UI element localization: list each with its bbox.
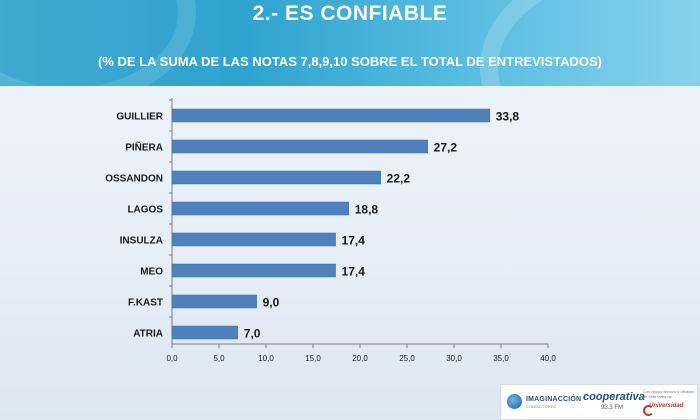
x-tick-label: 40,0 xyxy=(540,354,556,363)
page-title: 2.- ES CONFIABLE xyxy=(252,2,448,25)
x-tick-label: 30,0 xyxy=(446,354,462,363)
bar-f-kast xyxy=(171,294,257,309)
page-subtitle: (% DE LA SUMA DE LAS NOTAS 7,8,9,10 SOBR… xyxy=(98,54,602,69)
university-caption-line: Con apoyo técnico y difusión xyxy=(643,389,695,394)
value-label: 7,0 xyxy=(244,327,261,341)
university-logo-caption: Con apoyo técnico y difusión de esta tar… xyxy=(643,389,694,399)
x-tick-label: 35,0 xyxy=(493,354,509,363)
bar-meo xyxy=(171,263,336,278)
cooperativa-logo-text: cooperativa xyxy=(583,391,645,403)
bar-guillier xyxy=(171,108,490,123)
category-label: GUILLIER xyxy=(116,112,163,123)
value-label: 9,0 xyxy=(263,296,280,310)
globe-icon xyxy=(507,394,522,409)
category-label: ATRIA xyxy=(133,329,163,340)
x-tick-label: 5,0 xyxy=(213,354,225,363)
x-tick-label: 15,0 xyxy=(305,354,321,363)
swoosh-icon xyxy=(643,405,654,416)
bar-lagos xyxy=(171,201,349,216)
category-label: INSULZA xyxy=(120,236,163,247)
x-tick-label: 25,0 xyxy=(399,354,415,363)
category-label: LAGOS xyxy=(127,205,163,216)
imaginaccion-logo: IMAGINACCIÓN CONSULTORES xyxy=(507,392,582,412)
university-logo-text: Universidad xyxy=(649,403,684,409)
x-tick-label: 0,0 xyxy=(166,354,178,363)
value-label: 33,8 xyxy=(496,110,520,124)
university-caption-line: de esta tarea de xyxy=(643,394,672,399)
x-tick-label: 20,0 xyxy=(352,354,368,363)
bar-chart: GUILLIER 33,8 PIÑERA 27,2 OSSANDON 22,2 LAGOS 1… xyxy=(105,98,556,363)
cooperativa-logo: cooperativa 93.3 FM xyxy=(583,390,645,414)
imaginaccion-logo-text: IMAGINACCIÓN xyxy=(526,396,582,403)
category-label: MEO xyxy=(140,267,163,278)
value-label: 22,2 xyxy=(387,172,411,186)
bar-insulza xyxy=(171,232,336,247)
value-label: 18,8 xyxy=(355,203,379,217)
imaginaccion-logo-sub: CONSULTORES xyxy=(526,404,557,409)
bar-atria xyxy=(171,325,239,340)
category-label: OSSANDON xyxy=(105,174,163,185)
footer-logos: IMAGINACCIÓN CONSULTORES cooperativa 93.… xyxy=(500,384,698,420)
header-banner: 2.- ES CONFIABLE (% DE LA SUMA DE LAS NO… xyxy=(0,0,700,86)
category-label: PIÑERA xyxy=(125,141,163,154)
value-label: 17,4 xyxy=(342,234,366,248)
university-logo: Con apoyo técnico y difusión de esta tar… xyxy=(643,389,695,416)
x-tick-label: 10,0 xyxy=(258,354,274,363)
category-label: F.KAST xyxy=(128,298,163,309)
bar-ossandon xyxy=(171,170,381,185)
value-label: 27,2 xyxy=(434,141,458,155)
bar-piñera xyxy=(171,139,428,154)
value-label: 17,4 xyxy=(342,265,366,279)
cooperativa-frequency: 93.3 FM xyxy=(601,405,624,411)
